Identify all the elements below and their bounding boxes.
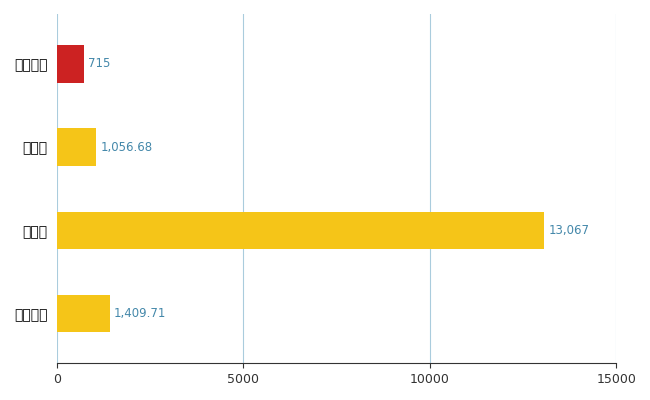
Text: 715: 715	[88, 57, 110, 70]
Text: 1,409.71: 1,409.71	[114, 307, 166, 320]
Text: 13,067: 13,067	[549, 224, 590, 237]
Bar	[57, 128, 96, 166]
Bar	[57, 295, 110, 332]
Text: 1,056.68: 1,056.68	[101, 140, 153, 154]
Bar	[57, 212, 544, 249]
Bar	[57, 45, 84, 82]
